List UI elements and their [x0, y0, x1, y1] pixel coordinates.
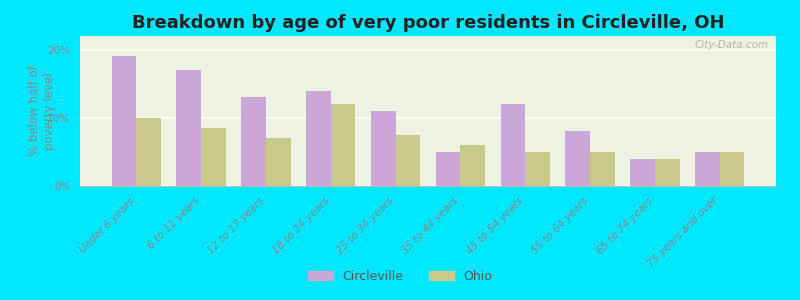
Bar [371, 111, 395, 186]
Bar [177, 70, 201, 186]
Text: City-Data.com: City-Data.com [695, 40, 769, 50]
Bar [112, 56, 136, 186]
Bar [242, 98, 266, 186]
Bar [720, 152, 744, 186]
Bar [436, 152, 461, 186]
Bar [306, 91, 330, 186]
Bar [201, 128, 226, 186]
Bar [330, 104, 355, 186]
Legend: Circleville, Ohio: Circleville, Ohio [302, 265, 498, 288]
Y-axis label: % below half of
poverty level: % below half of poverty level [28, 66, 56, 156]
Bar [501, 104, 526, 186]
Bar [695, 152, 720, 186]
Bar [266, 138, 290, 186]
Title: Breakdown by age of very poor residents in Circleville, OH: Breakdown by age of very poor residents … [132, 14, 724, 32]
Bar [655, 159, 679, 186]
Bar [136, 118, 161, 186]
Bar [526, 152, 550, 186]
Bar [630, 159, 655, 186]
Bar [590, 152, 614, 186]
Bar [461, 145, 485, 186]
Bar [395, 135, 420, 186]
Bar [566, 131, 590, 186]
